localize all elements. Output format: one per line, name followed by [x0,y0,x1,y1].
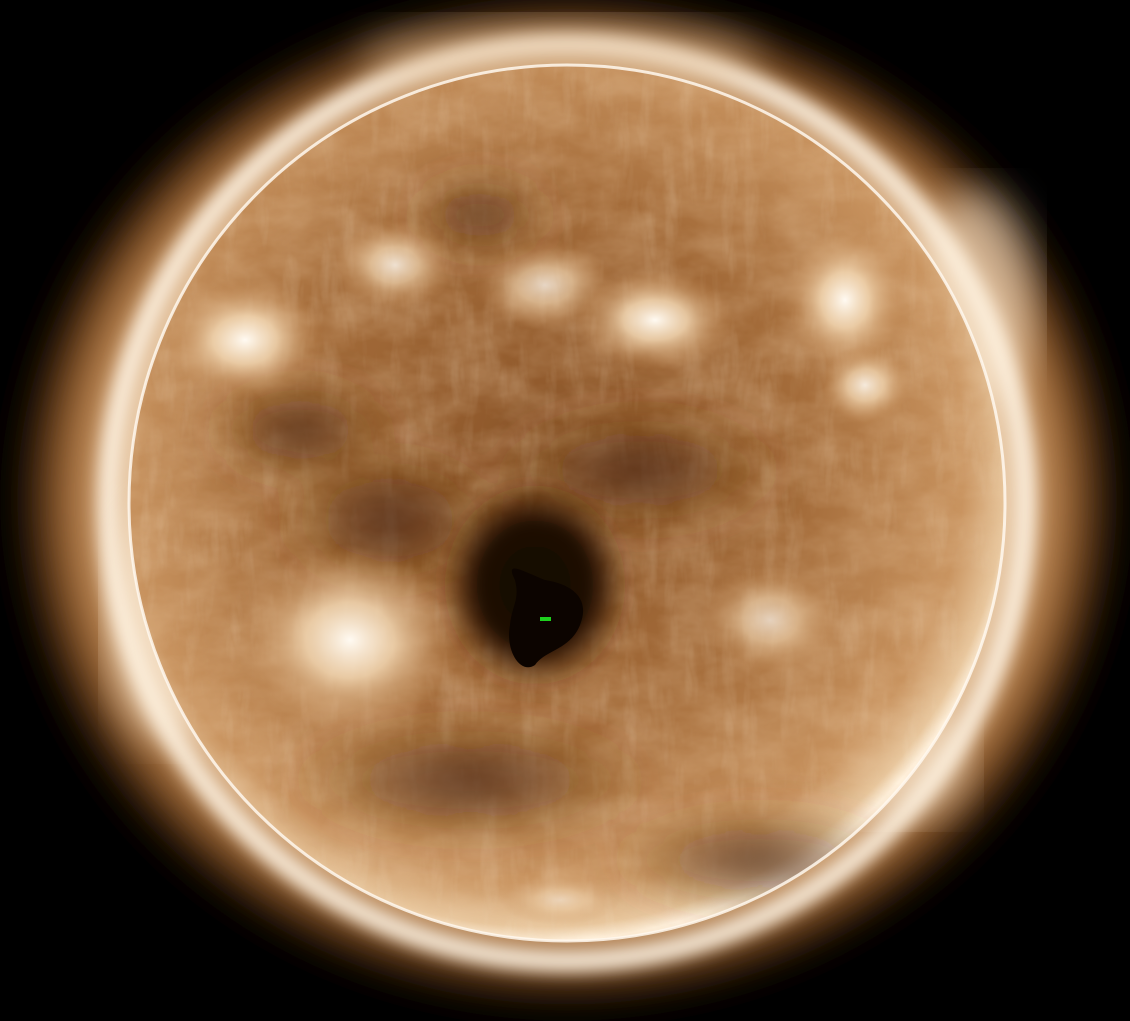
active-regions [165,220,910,925]
solar-disk [127,63,1007,943]
green-marker [540,617,551,621]
coronal-hole [440,480,630,690]
